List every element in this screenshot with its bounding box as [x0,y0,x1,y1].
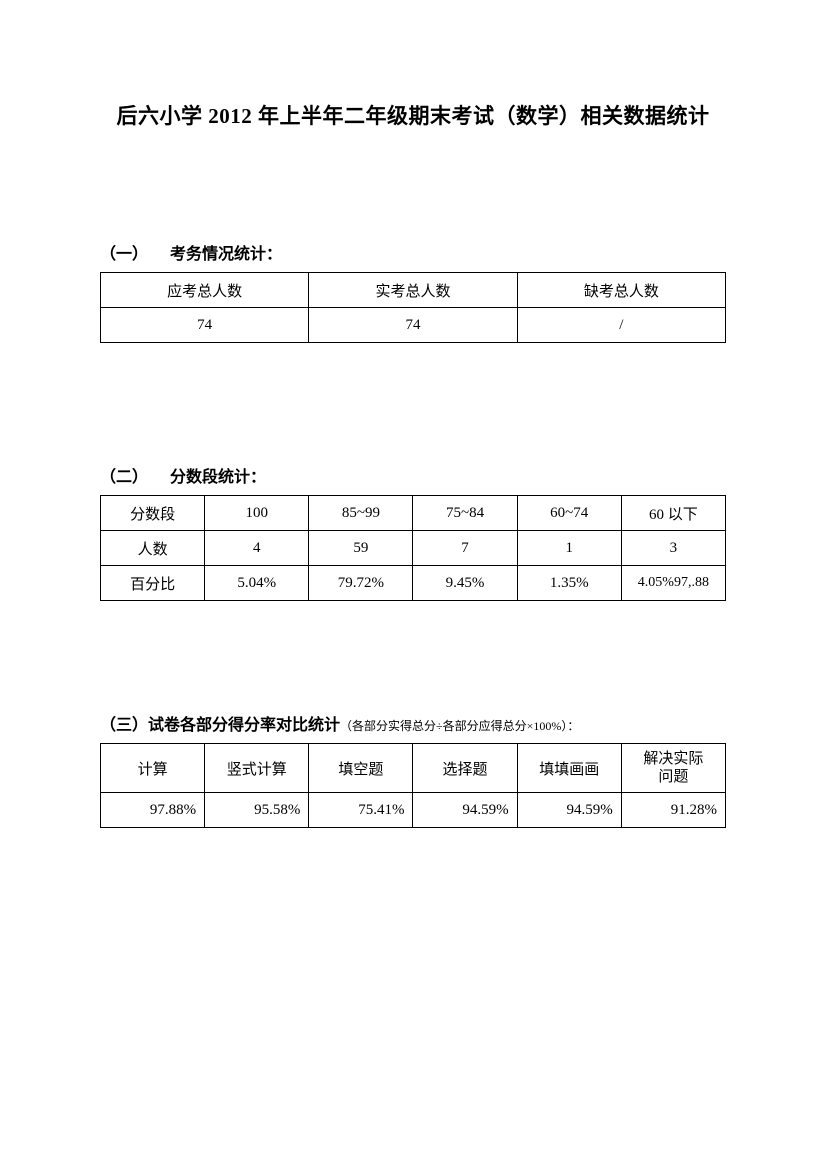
val-vertical-calc: 95.58% [205,793,309,828]
count-below-60: 3 [621,531,725,566]
section1-heading: （一）考务情况统计： [100,240,726,264]
count-60-74: 1 [517,531,621,566]
count-75-84: 7 [413,531,517,566]
band-60-74: 60~74 [517,496,621,531]
table-row: 百分比 5.04% 79.72% 9.45% 1.35% 4.05%97,.88 [101,566,726,601]
band-100: 100 [205,496,309,531]
table-row: 74 74 / [101,308,726,343]
table-row: 97.88% 95.58% 75.41% 94.59% 94.59% 91.28… [101,793,726,828]
hdr-vertical-calc: 竖式计算 [205,744,309,793]
header-absent: 缺考总人数 [517,273,725,308]
row-label-band: 分数段 [101,496,205,531]
cell-absent: / [517,308,725,343]
score-band-table: 分数段 100 85~99 75~84 60~74 60 以下 人数 4 59 … [100,495,726,601]
cell-actual: 74 [309,308,517,343]
val-calc: 97.88% [101,793,205,828]
section-score-table: 计算 竖式计算 填空题 选择题 填填画画 解决实际 问题 97.88% 95.5… [100,743,726,828]
table-row: 分数段 100 85~99 75~84 60~74 60 以下 [101,496,726,531]
section3-title: 试卷各部分得分率对比统计 [148,717,340,734]
hdr-choice: 选择题 [413,744,517,793]
row-label-count: 人数 [101,531,205,566]
header-actual: 实考总人数 [309,273,517,308]
pct-below-60: 4.05%97,.88 [621,566,725,601]
count-100: 4 [205,531,309,566]
count-85-99: 59 [309,531,413,566]
section2-num: （二） [100,463,170,487]
section1-title: 考务情况统计： [170,246,282,263]
cell-expected: 74 [101,308,309,343]
row-label-percent: 百分比 [101,566,205,601]
band-85-99: 85~99 [309,496,413,531]
val-choice: 94.59% [413,793,517,828]
spacer [100,601,726,711]
section3-note: （各部分实得总分÷各部分应得总分×100%）： [340,719,579,733]
hdr-fill-blank: 填空题 [309,744,413,793]
header-expected: 应考总人数 [101,273,309,308]
hdr-problem-solving: 解决实际 问题 [621,744,725,793]
pct-60-74: 1.35% [517,566,621,601]
attendance-table: 应考总人数 实考总人数 缺考总人数 74 74 / [100,272,726,343]
section3-num: （三） [100,717,148,734]
pct-100: 5.04% [205,566,309,601]
section2-title: 分数段统计： [170,469,266,486]
band-75-84: 75~84 [413,496,517,531]
section2-heading: （二）分数段统计： [100,463,726,487]
val-problem-solving: 91.28% [621,793,725,828]
pct-85-99: 79.72% [309,566,413,601]
hdr-calc: 计算 [101,744,205,793]
table-row: 应考总人数 实考总人数 缺考总人数 [101,273,726,308]
spacer [100,343,726,463]
section3-heading: （三）试卷各部分得分率对比统计（各部分实得总分÷各部分应得总分×100%）： [100,711,726,735]
pct-75-84: 9.45% [413,566,517,601]
table-row: 计算 竖式计算 填空题 选择题 填填画画 解决实际 问题 [101,744,726,793]
section1-num: （一） [100,240,170,264]
hdr-fill-draw: 填填画画 [517,744,621,793]
val-fill-blank: 75.41% [309,793,413,828]
page-title: 后六小学 2012 年上半年二年级期末考试（数学）相关数据统计 [100,100,726,130]
band-below-60: 60 以下 [621,496,725,531]
page: 后六小学 2012 年上半年二年级期末考试（数学）相关数据统计 （一）考务情况统… [0,0,826,1169]
table-row: 人数 4 59 7 1 3 [101,531,726,566]
val-fill-draw: 94.59% [517,793,621,828]
